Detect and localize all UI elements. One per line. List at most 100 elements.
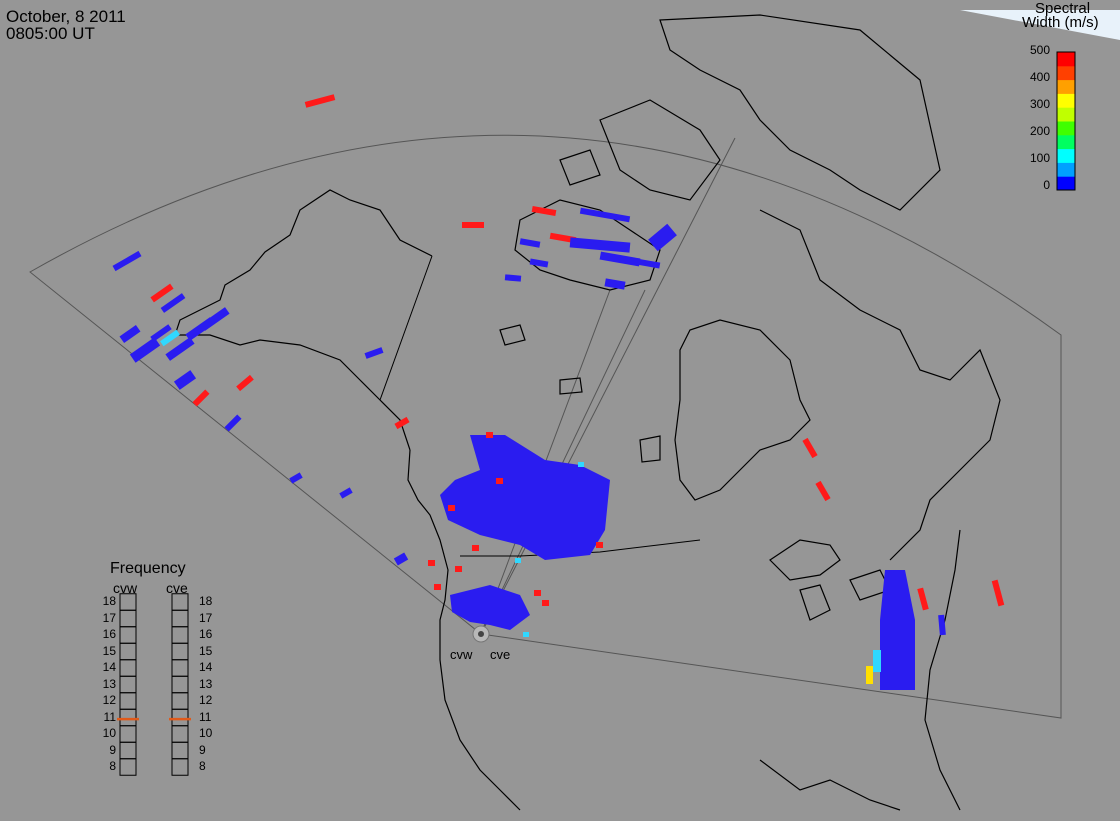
frequency-tick-left: 8 xyxy=(109,759,116,773)
frequency-tick-left: 14 xyxy=(102,660,116,674)
scatter-blob xyxy=(880,570,915,690)
colorbar-segment xyxy=(1057,52,1075,67)
frequency-cell xyxy=(119,626,137,644)
frequency-tick-left: 13 xyxy=(102,676,116,691)
frequency-title: Frequency xyxy=(110,560,186,577)
scatter-patch xyxy=(364,347,384,359)
colorbar-segment xyxy=(1057,79,1075,94)
scatter-blob xyxy=(440,435,610,560)
frequency-cell xyxy=(119,758,137,776)
colorbar-title-line1: Spectral xyxy=(1035,0,1091,17)
scatter-patch xyxy=(448,505,455,511)
radar-label-cve: cve xyxy=(490,647,511,662)
frequency-tick-right: 17 xyxy=(199,610,213,625)
scatter-patch xyxy=(991,579,1005,607)
frequency-tick-right: 18 xyxy=(199,594,213,608)
spectral-width-colorbar xyxy=(1057,52,1075,191)
colorbar-segment xyxy=(1057,93,1075,108)
scatter-patch xyxy=(531,205,557,217)
frequency-tick-right: 14 xyxy=(199,660,213,674)
frequency-cell xyxy=(171,609,189,628)
scatter-patch xyxy=(866,666,873,684)
frequency-cell xyxy=(119,725,137,743)
colorbar-segment xyxy=(1057,134,1075,150)
scatter-patch xyxy=(596,542,603,548)
scatter-patch xyxy=(165,337,195,361)
frequency-tick-right: 10 xyxy=(199,726,213,740)
coastlines xyxy=(174,14,1001,811)
scatter-patch xyxy=(393,552,409,566)
frequency-cell xyxy=(171,659,189,677)
frequency-tick-left: 17 xyxy=(102,610,116,625)
scatter-patch xyxy=(802,437,818,459)
scatter-patch xyxy=(472,545,479,551)
scatter-patch xyxy=(119,324,141,344)
scatter-patch xyxy=(289,472,303,484)
radar-label-cvw: cvw xyxy=(450,647,473,662)
date-label: October, 8 2011 xyxy=(6,7,126,26)
colorbar-tick: 200 xyxy=(1029,124,1050,138)
frequency-tick-left: 11 xyxy=(103,709,116,724)
frequency-cell xyxy=(119,692,137,710)
frequency-cell xyxy=(119,642,137,661)
frequency-cell xyxy=(171,725,189,743)
frequency-tick-right: 12 xyxy=(199,693,213,707)
frequency-cell xyxy=(119,593,137,611)
frequency-cell xyxy=(119,708,137,727)
radar-scatter xyxy=(112,94,1005,690)
scatter-patch xyxy=(150,283,174,303)
scatter-patch xyxy=(578,462,584,467)
frequency-panel-graphics xyxy=(117,593,191,776)
scatter-patch xyxy=(462,222,484,228)
scatter-patch xyxy=(938,614,946,636)
scatter-patch xyxy=(339,487,353,499)
colorbar-segment xyxy=(1057,176,1075,191)
scatter-patch xyxy=(534,590,541,596)
fov-outline xyxy=(29,134,1062,719)
colorbar-tick: 0 xyxy=(1043,178,1050,192)
colorbar-segment xyxy=(1057,107,1075,122)
scatter-patch xyxy=(150,324,172,342)
frequency-tick-right: 13 xyxy=(199,676,213,691)
frequency-cell xyxy=(171,642,189,661)
scatter-patch xyxy=(496,478,503,484)
frequency-cell xyxy=(171,626,189,644)
freq-radar-label-cvw: cvw xyxy=(113,580,138,596)
scatter-patch xyxy=(542,600,549,606)
scatter-patch xyxy=(815,480,831,502)
scatter-patch xyxy=(160,329,180,347)
scatter-patch xyxy=(648,223,677,252)
scatter-patch xyxy=(112,250,142,272)
frequency-cell xyxy=(119,675,137,694)
scatter-patch xyxy=(579,207,631,223)
frequency-tick-right: 8 xyxy=(199,759,206,773)
scatter-patch xyxy=(604,278,626,290)
frequency-cell xyxy=(171,741,189,760)
frequency-cell xyxy=(171,708,189,727)
time-label: 0805:00 UT xyxy=(6,24,95,43)
frequency-tick-left: 15 xyxy=(102,643,116,658)
scatter-patch xyxy=(434,584,441,590)
scatter-patch xyxy=(304,94,336,108)
colorbar-segment xyxy=(1057,162,1075,177)
scatter-patch xyxy=(523,632,529,637)
colorbar-frame xyxy=(1056,51,1076,191)
colorbar-tick: 300 xyxy=(1029,97,1050,111)
frequency-cell xyxy=(171,675,189,694)
frequency-tick-left: 10 xyxy=(102,726,116,740)
scatter-patch xyxy=(917,587,929,611)
frequency-tick-left: 9 xyxy=(109,742,116,757)
scatter-patch xyxy=(224,414,242,432)
scatter-patch xyxy=(428,560,435,566)
scatter-patch xyxy=(569,237,631,253)
frequency-cell xyxy=(171,758,189,776)
scatter-patch xyxy=(529,258,549,268)
frequency-tick-left: 16 xyxy=(102,627,116,641)
colorbar-segment xyxy=(1057,121,1075,136)
scatter-patch xyxy=(549,232,577,244)
frequency-tick-left: 18 xyxy=(102,594,116,608)
frequency-tick-right: 11 xyxy=(199,709,212,724)
scatter-patch xyxy=(486,432,493,438)
beam-boundary xyxy=(480,289,646,635)
